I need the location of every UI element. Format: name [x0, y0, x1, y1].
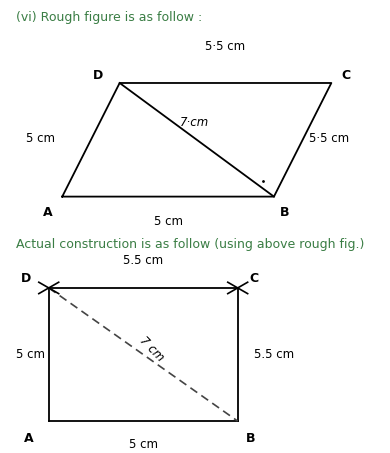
- Text: 5 cm: 5 cm: [129, 438, 158, 451]
- Text: C: C: [250, 272, 259, 285]
- Text: D: D: [93, 68, 103, 82]
- Text: A: A: [43, 206, 53, 219]
- Text: 5·5 cm: 5·5 cm: [309, 132, 349, 145]
- Text: (vi) Rough figure is as follow :: (vi) Rough figure is as follow :: [16, 11, 202, 24]
- Text: 7·cm: 7·cm: [180, 116, 210, 130]
- Text: Actual construction is as follow (using above rough fig.): Actual construction is as follow (using …: [16, 238, 364, 251]
- Text: 5.5 cm: 5.5 cm: [123, 254, 163, 267]
- Text: 5.5 cm: 5.5 cm: [254, 348, 294, 361]
- Text: 7 cm: 7 cm: [136, 334, 167, 364]
- Text: 5 cm: 5 cm: [16, 348, 44, 361]
- Text: B: B: [246, 432, 256, 445]
- Text: D: D: [20, 272, 31, 285]
- Text: B: B: [280, 206, 289, 219]
- Text: C: C: [341, 68, 350, 82]
- Text: 5 cm: 5 cm: [27, 132, 55, 145]
- Text: 5 cm: 5 cm: [154, 215, 183, 227]
- Text: 5·5 cm: 5·5 cm: [206, 40, 246, 53]
- Text: A: A: [24, 432, 34, 445]
